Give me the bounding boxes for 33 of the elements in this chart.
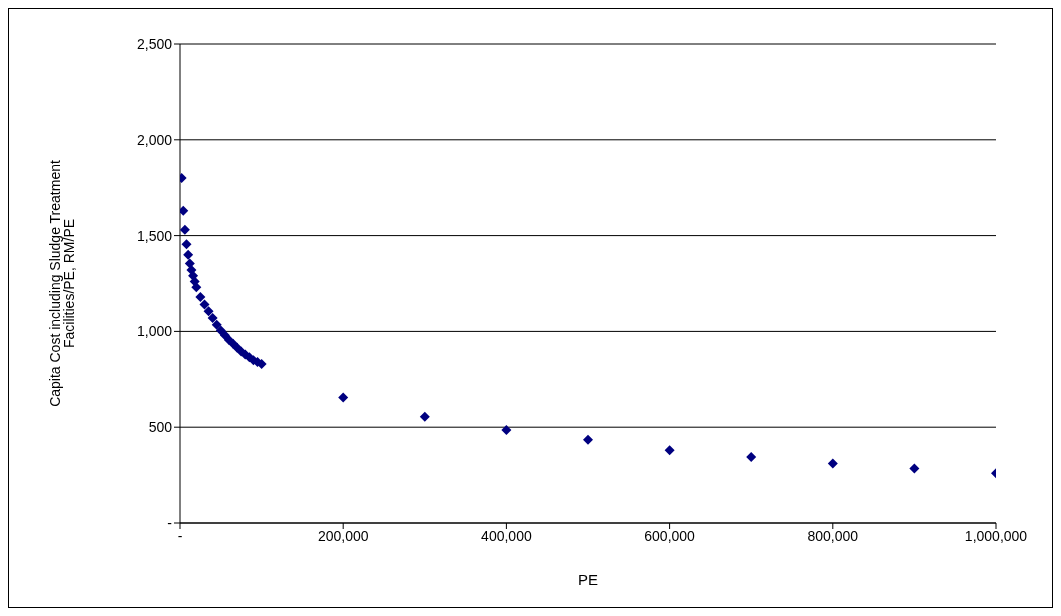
point bbox=[419, 411, 430, 422]
x-tick-label: 400,000 bbox=[481, 527, 532, 544]
point bbox=[181, 239, 192, 250]
point bbox=[746, 451, 757, 462]
y-tick-label: 2,500 bbox=[136, 35, 173, 52]
point bbox=[909, 463, 920, 474]
x-tick-label: 1,000,000 bbox=[964, 527, 1028, 544]
point bbox=[199, 299, 210, 310]
x-tick-label: 600,000 bbox=[644, 527, 696, 544]
y-tick-label: 1,500 bbox=[136, 227, 173, 244]
point bbox=[195, 291, 206, 302]
point bbox=[180, 224, 190, 235]
y-axis-title: Capita Cost including Sludge Treatment Facilities/PE, RM/PE bbox=[46, 160, 77, 407]
point bbox=[827, 458, 838, 469]
point bbox=[203, 306, 214, 317]
point bbox=[583, 434, 593, 445]
point bbox=[184, 258, 195, 269]
x-axis-title: PE bbox=[577, 571, 599, 588]
point bbox=[664, 445, 675, 456]
point bbox=[338, 392, 349, 403]
y-tick-label: 2,000 bbox=[136, 131, 173, 148]
point bbox=[211, 319, 222, 330]
point bbox=[501, 425, 512, 436]
x-tick-label: 800,000 bbox=[807, 527, 859, 544]
point bbox=[215, 325, 226, 336]
point bbox=[183, 249, 194, 260]
point bbox=[191, 282, 202, 293]
y-tick-label: - bbox=[167, 514, 173, 531]
point bbox=[207, 312, 218, 323]
point bbox=[180, 205, 189, 216]
y-tick-label: 500 bbox=[148, 419, 173, 436]
x-tick-label: 200,000 bbox=[317, 527, 369, 544]
y-tick-label: 1,000 bbox=[136, 323, 173, 340]
